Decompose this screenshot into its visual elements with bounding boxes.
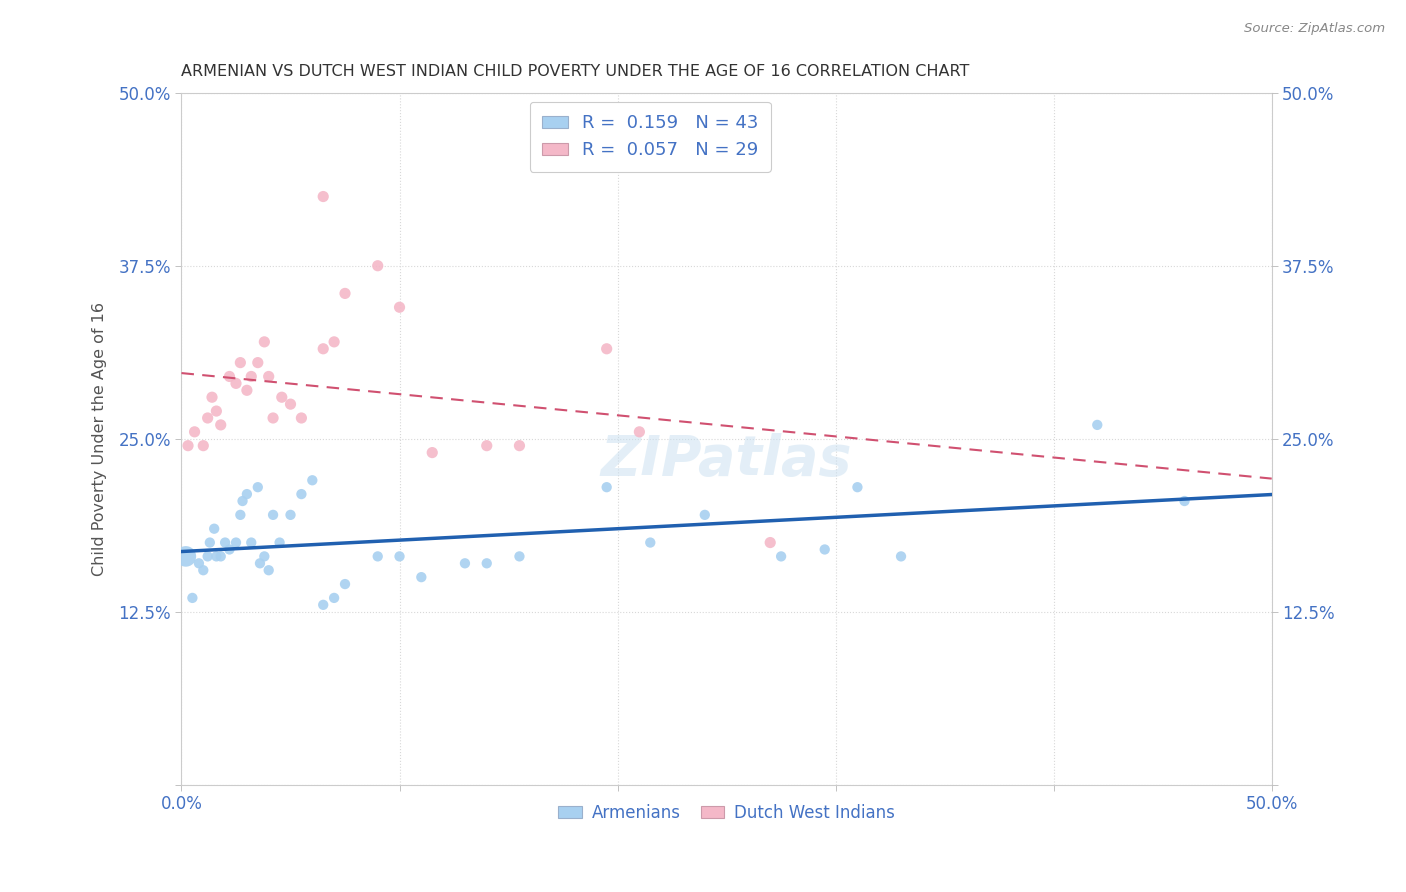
Point [1173,494,1195,508]
Point [312,189,335,203]
Point [693,508,716,522]
Point [249,557,271,571]
Point [253,549,276,564]
Point [240,535,263,549]
Point [508,439,530,453]
Point [388,300,411,314]
Legend: Armenians, Dutch West Indians: Armenians, Dutch West Indians [551,797,901,829]
Point [454,557,477,571]
Point [280,508,302,522]
Point [290,487,312,501]
Point [205,549,228,564]
Point [640,535,662,549]
Point [205,404,228,418]
Point [236,487,259,501]
Point [174,549,197,564]
Point [628,425,651,439]
Point [312,598,335,612]
Point [225,535,247,549]
Point [770,549,793,564]
Point [312,342,335,356]
Point [193,563,215,577]
Point [262,411,284,425]
Point [193,439,215,453]
Point [280,397,302,411]
Point [367,259,389,273]
Point [411,570,433,584]
Point [257,369,280,384]
Point [323,591,346,605]
Point [218,542,240,557]
Point [201,390,224,404]
Point [269,535,291,549]
Point [333,577,356,591]
Point [198,535,221,549]
Point [1085,417,1108,432]
Point [595,480,617,494]
Point [814,542,837,557]
Point [270,390,292,404]
Point [236,384,259,398]
Point [218,369,240,384]
Point [253,334,276,349]
Point [181,591,204,605]
Point [257,563,280,577]
Point [246,356,269,370]
Point [202,522,225,536]
Point [367,549,389,564]
Point [225,376,247,391]
Point [197,549,219,564]
Point [177,439,200,453]
Point [229,356,252,370]
Point [890,549,912,564]
Point [187,557,209,571]
Point [846,480,869,494]
Point [232,494,254,508]
Point [595,342,617,356]
Point [508,549,530,564]
Y-axis label: Child Poverty Under the Age of 16: Child Poverty Under the Age of 16 [93,301,107,575]
Point [197,411,219,425]
Text: ARMENIAN VS DUTCH WEST INDIAN CHILD POVERTY UNDER THE AGE OF 16 CORRELATION CHAR: ARMENIAN VS DUTCH WEST INDIAN CHILD POVE… [181,64,970,79]
Point [183,425,205,439]
Point [262,508,284,522]
Point [323,334,346,349]
Point [246,480,269,494]
Text: Source: ZipAtlas.com: Source: ZipAtlas.com [1244,22,1385,36]
Point [290,411,312,425]
Point [388,549,411,564]
Point [301,473,323,487]
Point [420,445,443,459]
Point [229,508,252,522]
Point [475,439,498,453]
Point [209,549,232,564]
Point [209,417,232,432]
Point [475,557,498,571]
Point [333,286,356,301]
Text: ZIPatlas: ZIPatlas [600,433,852,486]
Point [759,535,782,549]
Point [214,535,236,549]
Point [240,369,263,384]
